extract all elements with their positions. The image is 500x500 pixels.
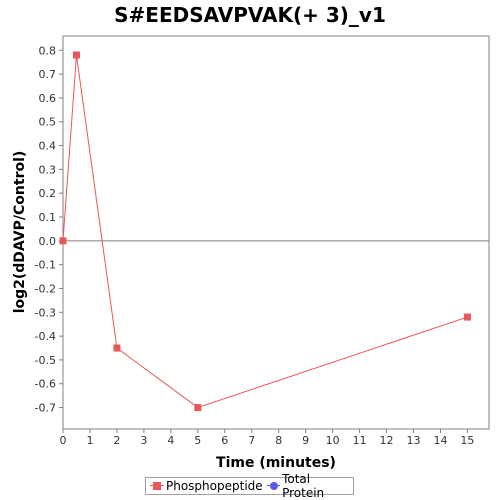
x-tick-label: 6 — [221, 434, 228, 447]
y-tick-label: 0.2 — [39, 187, 57, 200]
y-axis-label: log2(dDAVP/Control) — [12, 151, 28, 314]
x-tick-label: 8 — [275, 434, 282, 447]
y-tick-label: -0.5 — [35, 354, 56, 367]
y-tick-label: 0.7 — [39, 68, 57, 81]
y-tick-label: 0.6 — [39, 92, 57, 105]
y-tick-label: 0.0 — [39, 235, 57, 248]
data-point — [72, 51, 80, 59]
x-tick-label: 11 — [353, 434, 367, 447]
y-axis: 0.8 0.7 0.6 0.5 0.4 0.3 0.2 0.1 0.0 -0.1 -0.2 -0.3 -… — [35, 44, 63, 415]
legend-item-total-protein: Total Protein — [266, 472, 353, 500]
y-tick-label: -0.4 — [35, 330, 56, 343]
y-tick-label: 0.8 — [39, 44, 57, 57]
data-point — [463, 313, 471, 321]
x-tick-label: 7 — [248, 434, 255, 447]
x-axis-label: Time (minutes) — [216, 455, 336, 471]
x-tick-label: 5 — [194, 434, 201, 447]
y-tick-label: -0.6 — [35, 378, 56, 391]
plot-area — [62, 35, 490, 430]
x-tick-label: 1 — [86, 434, 93, 447]
legend-label: Total Protein — [282, 472, 325, 500]
x-tick-label: 14 — [433, 434, 447, 447]
x-tick-label: 10 — [326, 434, 340, 447]
x-tick-label: 12 — [380, 434, 394, 447]
chart-legend: Phosphopeptide Total Protein — [145, 472, 354, 500]
x-tick-label: 15 — [460, 434, 474, 447]
legend-item-phosphopeptide: Phosphopeptide — [150, 479, 263, 493]
y-tick-label: 0.4 — [39, 140, 57, 153]
x-tick-label: 4 — [167, 434, 174, 447]
data-point — [113, 344, 121, 352]
x-axis: 0 1 2 3 4 5 6 7 8 9 10 11 12 13 14 15 — [60, 429, 474, 447]
y-tick-label: -0.7 — [35, 402, 56, 415]
chart-title: S#EEDSAVPVAK(+ 3)_v1 — [114, 3, 386, 27]
x-tick-label: 9 — [302, 434, 309, 447]
square-marker-icon — [150, 481, 164, 491]
y-tick-label: -0.2 — [35, 282, 56, 295]
circle-marker-icon — [266, 481, 281, 491]
x-tick-label: 2 — [113, 434, 120, 447]
x-tick-label: 13 — [407, 434, 421, 447]
series-layer — [59, 51, 471, 412]
legend-label: Phosphopeptide — [166, 479, 263, 493]
data-point — [194, 404, 202, 412]
y-tick-label: -0.3 — [35, 306, 56, 319]
y-tick-label: -0.1 — [35, 259, 56, 272]
x-tick-label: 0 — [60, 434, 67, 447]
y-tick-label: 0.5 — [39, 116, 57, 129]
x-tick-label: 3 — [140, 434, 147, 447]
data-point — [59, 237, 67, 245]
y-tick-label: 0.1 — [39, 211, 57, 224]
y-tick-label: 0.3 — [39, 163, 57, 176]
